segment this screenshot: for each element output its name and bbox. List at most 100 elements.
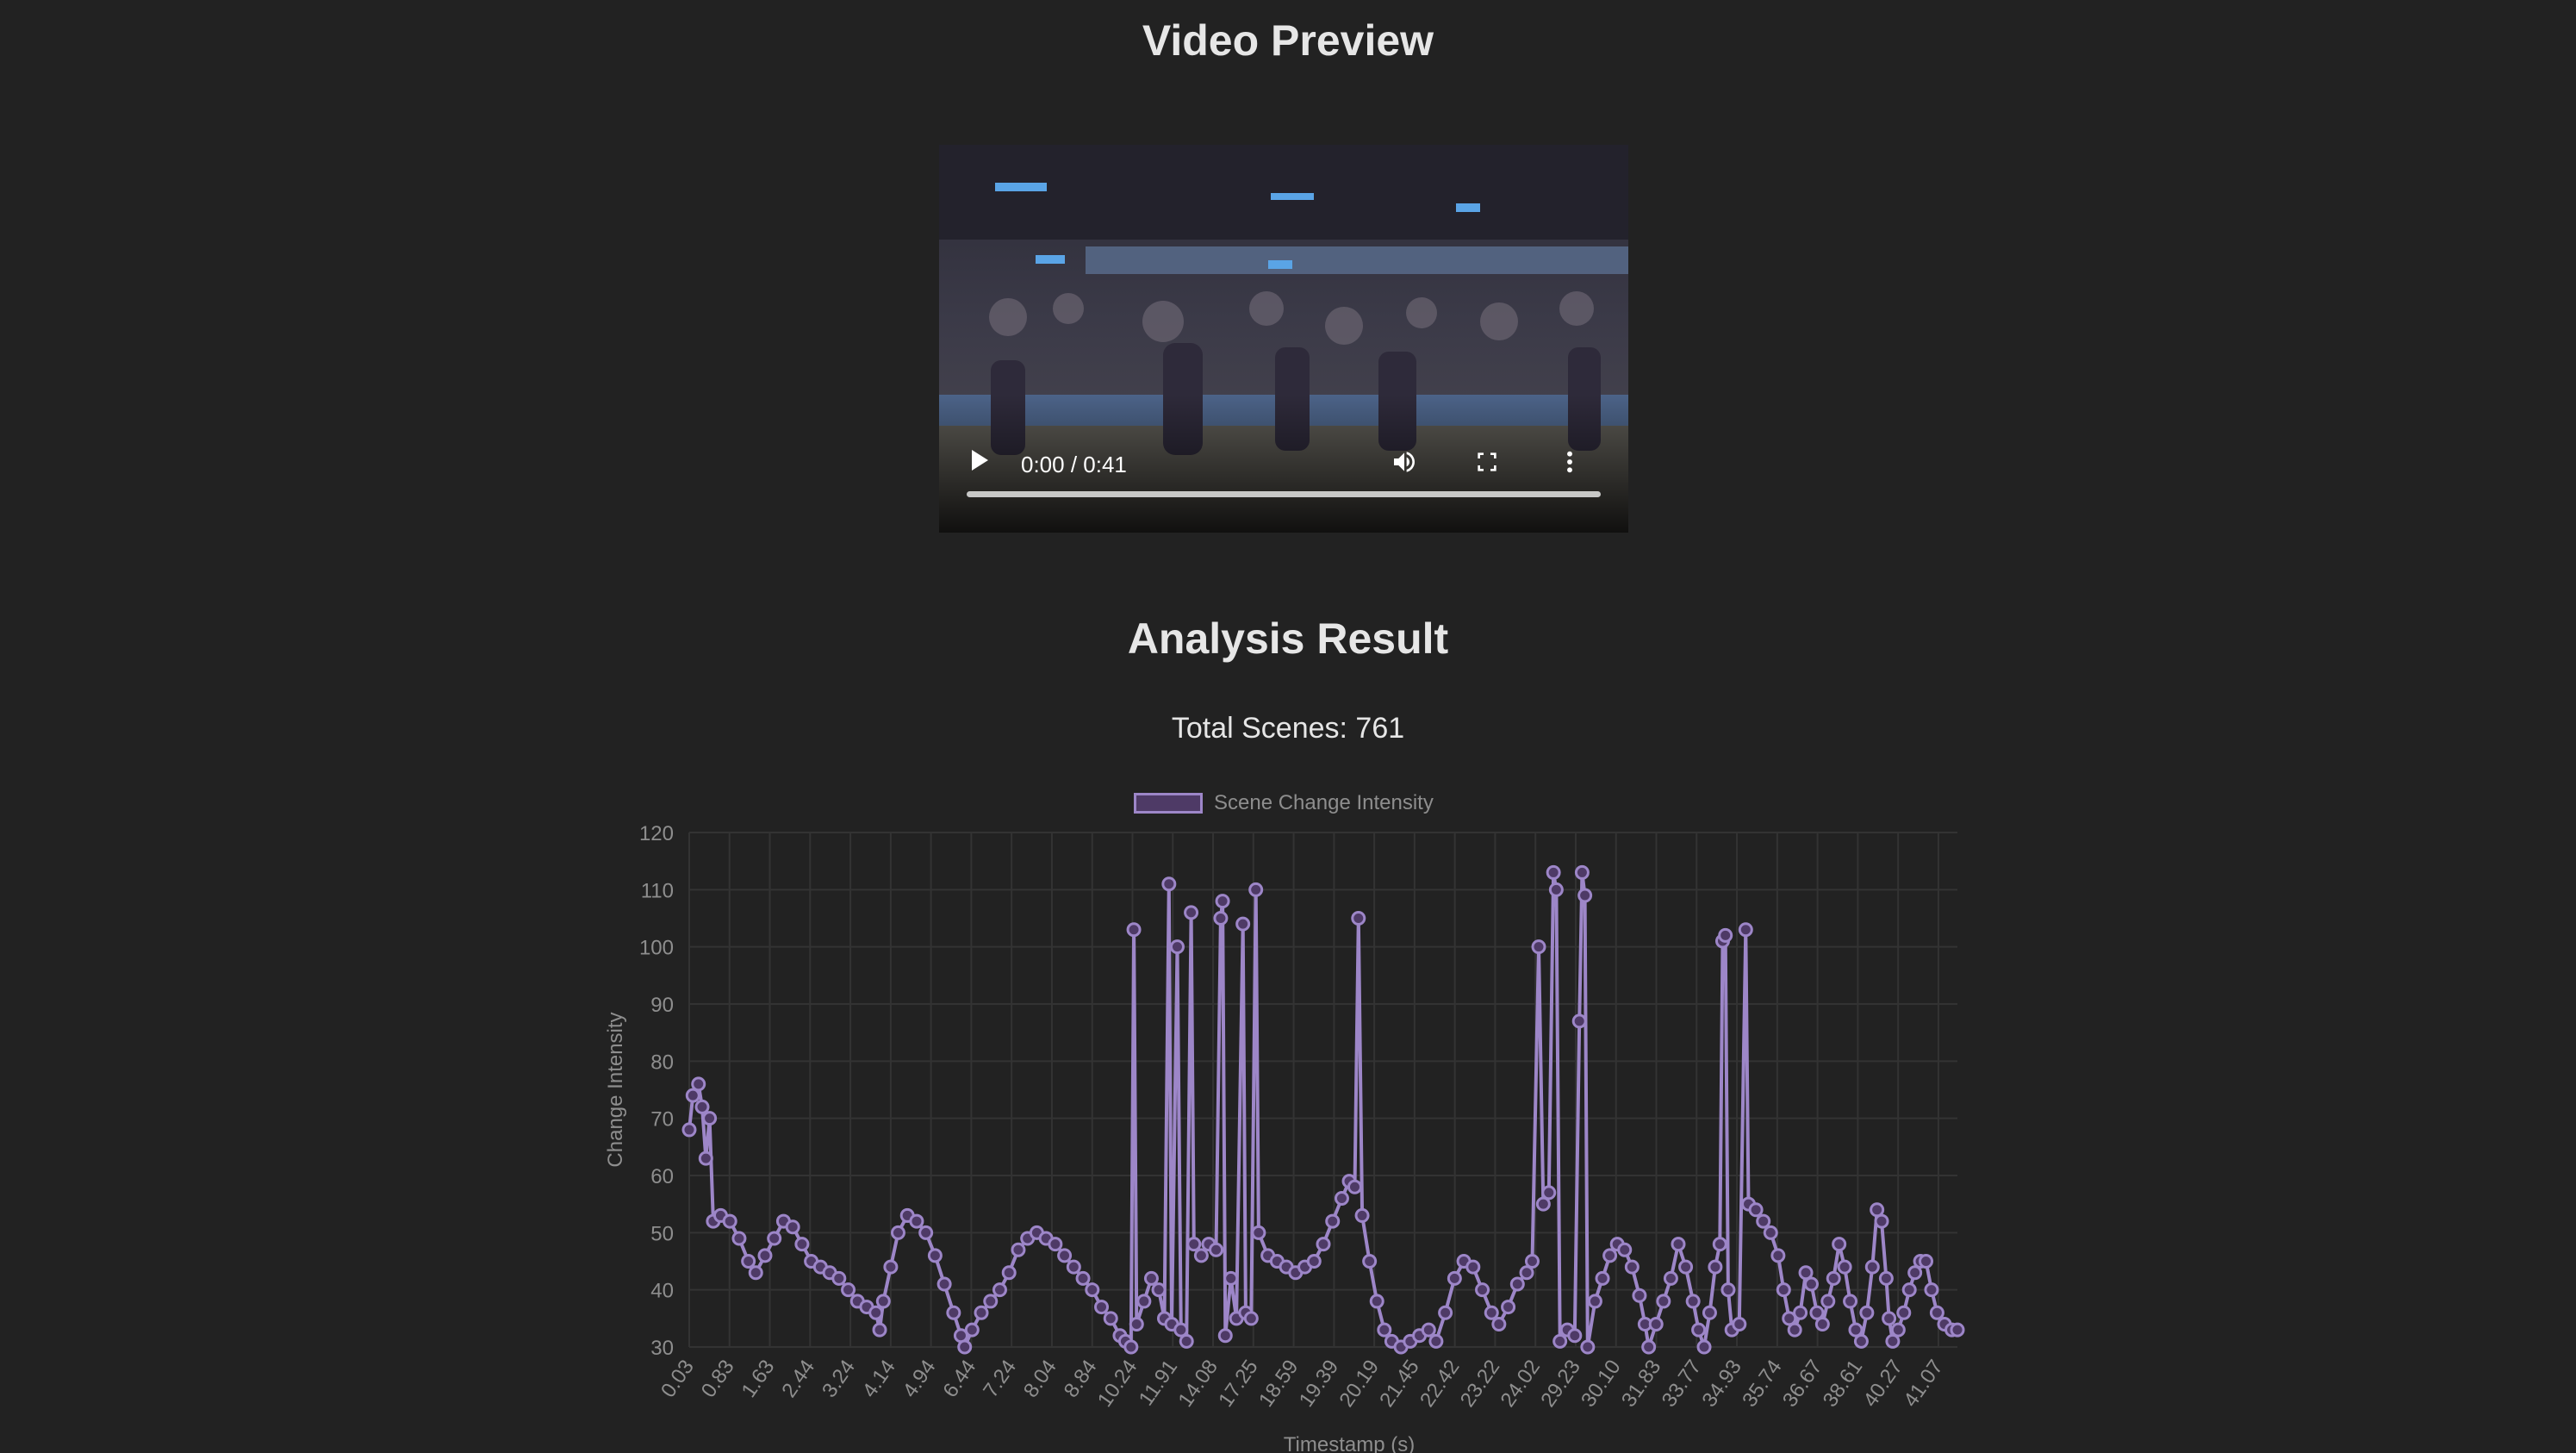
data-point bbox=[1126, 922, 1142, 938]
more-options-icon[interactable] bbox=[1556, 448, 1584, 476]
video-player[interactable]: 0:00 / 0:41 bbox=[939, 145, 1628, 533]
data-point bbox=[694, 1099, 710, 1114]
data-point bbox=[731, 1231, 747, 1246]
data-point bbox=[1798, 1265, 1814, 1281]
data-point bbox=[1213, 911, 1229, 926]
y-tick-label: 100 bbox=[639, 937, 674, 960]
data-point bbox=[1535, 1196, 1551, 1212]
data-point bbox=[1896, 1305, 1912, 1320]
legend-swatch[interactable] bbox=[1134, 793, 1203, 814]
data-point bbox=[1803, 1276, 1819, 1292]
data-point bbox=[1484, 1305, 1499, 1320]
data-point bbox=[1085, 1282, 1100, 1298]
x-tick-label: 8.04 bbox=[1019, 1356, 1061, 1402]
data-point bbox=[1843, 1294, 1858, 1309]
data-point bbox=[1580, 1339, 1596, 1355]
data-point bbox=[1890, 1322, 1906, 1338]
data-point bbox=[1193, 1248, 1209, 1263]
video-progress-bar[interactable] bbox=[967, 491, 1601, 497]
data-point bbox=[1885, 1333, 1901, 1349]
y-tick-label: 40 bbox=[650, 1280, 674, 1303]
data-point bbox=[1306, 1254, 1322, 1269]
data-point bbox=[1428, 1333, 1444, 1349]
data-point bbox=[1691, 1322, 1707, 1338]
data-point bbox=[1929, 1305, 1944, 1320]
data-point bbox=[1438, 1305, 1453, 1320]
data-point bbox=[831, 1270, 847, 1286]
x-tick-label: 7.24 bbox=[979, 1356, 1021, 1402]
play-icon[interactable] bbox=[972, 450, 988, 471]
x-tick-label: 41.07 bbox=[1899, 1356, 1948, 1412]
x-tick-label: 18.59 bbox=[1254, 1356, 1304, 1412]
data-point bbox=[1075, 1270, 1091, 1286]
data-point bbox=[794, 1237, 810, 1252]
x-tick-label: 11.91 bbox=[1135, 1356, 1183, 1410]
data-point bbox=[1587, 1294, 1602, 1309]
analysis-result-title: Analysis Result bbox=[1127, 614, 1449, 663]
data-point bbox=[1209, 1242, 1224, 1257]
data-point bbox=[1663, 1270, 1678, 1286]
x-tick-label: 36.67 bbox=[1778, 1356, 1827, 1412]
data-point bbox=[1702, 1305, 1717, 1320]
data-point bbox=[1617, 1242, 1633, 1257]
data-point bbox=[1524, 1254, 1540, 1269]
x-tick-label: 14.08 bbox=[1173, 1356, 1223, 1412]
data-point bbox=[890, 1225, 905, 1240]
data-point bbox=[1001, 1265, 1017, 1281]
data-point bbox=[1447, 1270, 1462, 1286]
volume-icon[interactable] bbox=[1391, 448, 1418, 476]
x-tick-label: 0.03 bbox=[656, 1356, 699, 1402]
data-point bbox=[868, 1305, 884, 1320]
x-tick-label: 19.39 bbox=[1295, 1356, 1344, 1412]
data-point bbox=[1362, 1254, 1378, 1269]
x-tick-label: 34.93 bbox=[1697, 1356, 1746, 1412]
data-point bbox=[1574, 864, 1590, 880]
data-point bbox=[1853, 1333, 1869, 1349]
x-tick-label: 6.44 bbox=[938, 1356, 980, 1402]
x-tick-label: 1.63 bbox=[737, 1356, 780, 1402]
data-point bbox=[1377, 1322, 1392, 1338]
data-point bbox=[1763, 1225, 1778, 1240]
data-point bbox=[1641, 1339, 1657, 1355]
data-point bbox=[681, 1122, 697, 1138]
y-tick-label: 90 bbox=[650, 994, 674, 1017]
data-point bbox=[841, 1282, 856, 1298]
data-point bbox=[1011, 1242, 1026, 1257]
data-point bbox=[1223, 1270, 1239, 1286]
data-point bbox=[722, 1213, 737, 1229]
data-point bbox=[1820, 1294, 1836, 1309]
fullscreen-icon[interactable] bbox=[1473, 448, 1501, 476]
data-point bbox=[1491, 1316, 1507, 1331]
data-point bbox=[1421, 1322, 1436, 1338]
video-time-display: 0:00 / 0:41 bbox=[1021, 452, 1127, 477]
data-point bbox=[1243, 1311, 1259, 1326]
data-point bbox=[698, 1151, 713, 1166]
data-point bbox=[1632, 1288, 1647, 1303]
x-tick-label: 40.27 bbox=[1858, 1356, 1907, 1412]
data-point bbox=[1787, 1322, 1802, 1338]
data-point bbox=[1696, 1339, 1712, 1355]
data-point bbox=[1837, 1259, 1852, 1275]
data-point bbox=[1732, 1316, 1747, 1331]
video-controls-bar bbox=[939, 395, 1628, 533]
data-point bbox=[1571, 1013, 1587, 1029]
total-scenes-text: Total Scenes: 761 bbox=[1171, 712, 1405, 745]
data-point bbox=[1624, 1259, 1640, 1275]
x-tick-label: 31.83 bbox=[1617, 1356, 1666, 1412]
data-point bbox=[1552, 1333, 1568, 1349]
data-point bbox=[1770, 1248, 1786, 1263]
data-point bbox=[1217, 1328, 1233, 1344]
data-point bbox=[875, 1294, 891, 1309]
data-point bbox=[1103, 1311, 1118, 1326]
data-point bbox=[1369, 1294, 1384, 1309]
data-point bbox=[1901, 1282, 1917, 1298]
data-point bbox=[1546, 864, 1561, 880]
data-point bbox=[983, 1294, 999, 1309]
data-point bbox=[1057, 1248, 1073, 1263]
data-point bbox=[1577, 888, 1593, 903]
data-point bbox=[936, 1276, 952, 1292]
data-point bbox=[1179, 1333, 1194, 1349]
x-tick-label: 4.14 bbox=[858, 1356, 900, 1402]
data-point bbox=[1712, 1237, 1727, 1252]
data-point bbox=[1864, 1259, 1880, 1275]
